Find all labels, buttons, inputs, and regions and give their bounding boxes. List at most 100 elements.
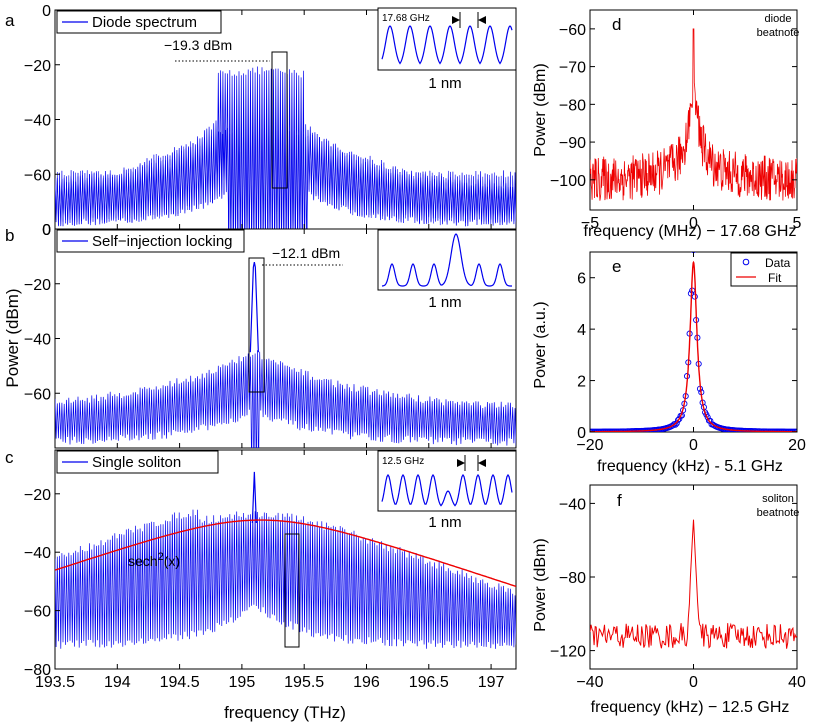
series-line-fit (590, 260, 797, 432)
note-line-1: soliton (762, 493, 794, 505)
series-line-soliton-beatnote (590, 519, 797, 649)
x-tick-label: 195.5 (284, 674, 324, 691)
y-tick-label: −60 (24, 604, 51, 621)
x-tick-label: −5 (581, 215, 599, 232)
x-tick-label: 197 (478, 674, 505, 691)
zoom-box (284, 533, 300, 648)
panel-f: −120 −80 −40 −40 0 40 soliton beatnote f frequenc… (532, 484, 806, 716)
x-tick-label: 0 (689, 674, 698, 691)
pump-line (251, 471, 257, 524)
x-tick-label: 195 (229, 674, 256, 691)
inset-trace (381, 473, 513, 507)
data-point (674, 417, 682, 424)
inset-frame (377, 7, 517, 71)
inset-scale-label: 1 nm (428, 75, 461, 92)
legend-label: Diode spectrum (92, 14, 197, 31)
y-tick-label: −100 (550, 173, 586, 190)
panel-c: −80 −60 −40 −20 193.5 194 194.5 195 195.5 196 196.… (5, 448, 517, 691)
y-tick-label: 0 (42, 222, 51, 239)
spacing-arrow (452, 16, 460, 24)
panel-label: d (612, 15, 621, 34)
series-line-sech2-fit (55, 519, 516, 588)
y-tick-label: 0 (577, 425, 586, 442)
series-line-single-soliton (55, 509, 516, 649)
y-tick-label: 0 (42, 3, 51, 20)
inset-c: 12.5 GHz (377, 450, 517, 512)
panel-label: a (5, 11, 15, 30)
x-axis-label-shared: frequency (THz) (224, 703, 346, 722)
annotation-peak: −19.3 dBm (164, 37, 232, 53)
inset-trace (381, 25, 513, 65)
panel-b: −60 −40 −20 0 −12.1 dBm Self−injection lockin… (5, 222, 517, 449)
y-tick-label: −20 (24, 58, 51, 75)
y-tick-label: −40 (24, 332, 51, 349)
note-line-2: beatnote (757, 27, 800, 39)
data-point (673, 420, 680, 427)
y-axis-label-shared: Power (dBm) (3, 288, 22, 387)
y-tick-label: −60 (24, 386, 51, 403)
x-axis-label: frequency (kHz) − 12.5 GHz (591, 699, 790, 716)
y-tick-label: −120 (550, 644, 586, 661)
y-tick-label: −60 (24, 167, 51, 184)
series-line-diode-envelope (55, 115, 516, 229)
inset-spacing-label: 17.68 GHz (382, 13, 430, 24)
y-tick-label: −80 (559, 570, 586, 587)
inset-scale-label: 1 nm (428, 294, 461, 311)
annotation-peak: −12.1 dBm (272, 245, 340, 261)
y-tick-label: 2 (577, 374, 586, 391)
spacing-arrow (478, 459, 486, 467)
x-tick-label: 0 (689, 437, 698, 454)
annotation-sech2: sech2(x) (128, 551, 180, 569)
legend-box (730, 252, 798, 287)
x-tick-label: 20 (788, 437, 806, 454)
panel-a: −60 −40 −20 0 0 −19.3 dBm Diode spectrum a (5, 3, 517, 239)
panel-label: e (612, 257, 621, 276)
panel-label: f (617, 491, 622, 510)
y-axis-label: Power (dBm) (532, 63, 549, 156)
y-tick-label: −40 (559, 496, 586, 513)
zoom-box (248, 257, 265, 393)
y-tick-label: 4 (577, 322, 586, 339)
legend-box (56, 450, 219, 474)
x-tick-label: 193.5 (35, 674, 75, 691)
y-tick-label: 6 (577, 271, 586, 288)
spacing-arrow (457, 459, 465, 467)
x-tick-label: 194 (104, 674, 131, 691)
y-axis-label: Power (a.u.) (532, 301, 549, 388)
x-tick-label: −40 (576, 674, 603, 691)
x-tick-label: 196.5 (409, 674, 449, 691)
legend-label: Self−injection locking (92, 233, 233, 250)
legend-label: Single soliton (92, 454, 181, 471)
zoom-box (271, 51, 288, 189)
locked-peak (249, 262, 259, 353)
note-line-2: beatnote (757, 507, 800, 519)
x-axis-label: frequency (kHz) - 5.1 GHz (597, 458, 783, 475)
inset-a: 17.68 GHz (377, 7, 517, 71)
x-tick-label: 40 (788, 674, 806, 691)
series-line-diode-beatnote (590, 28, 797, 201)
series-line-self-injection (55, 350, 516, 448)
y-tick-label: −80 (24, 662, 51, 679)
inset-trace (381, 233, 512, 287)
y-tick-label: −20 (24, 277, 51, 294)
x-axis-label: frequency (MHz) − 17.68 GHz (584, 223, 797, 240)
panel-d: −100 −90 −80 −70 −60 −5 0 5 diode beatnote d freque… (532, 9, 802, 240)
y-tick-label: −20 (24, 487, 51, 504)
legend-swatch-data (742, 258, 750, 266)
x-tick-label: 0 (689, 215, 698, 232)
legend-label-data: Data (765, 256, 791, 270)
x-tick-label: −20 (576, 437, 603, 454)
spacing-arrow (478, 16, 486, 24)
data-point (691, 293, 698, 300)
y-axis-label: Power (dBm) (532, 538, 549, 631)
inset-scale-label: 1 nm (428, 514, 461, 531)
y-tick-label: −90 (559, 135, 586, 152)
panel-label: c (5, 448, 14, 467)
legend-box (56, 10, 222, 34)
x-tick-label: 196 (353, 674, 380, 691)
inset-b (377, 229, 517, 291)
x-tick-label: 194.5 (160, 674, 200, 691)
legend-box (56, 229, 245, 253)
inset-spacing-label: 12.5 GHz (382, 456, 424, 467)
